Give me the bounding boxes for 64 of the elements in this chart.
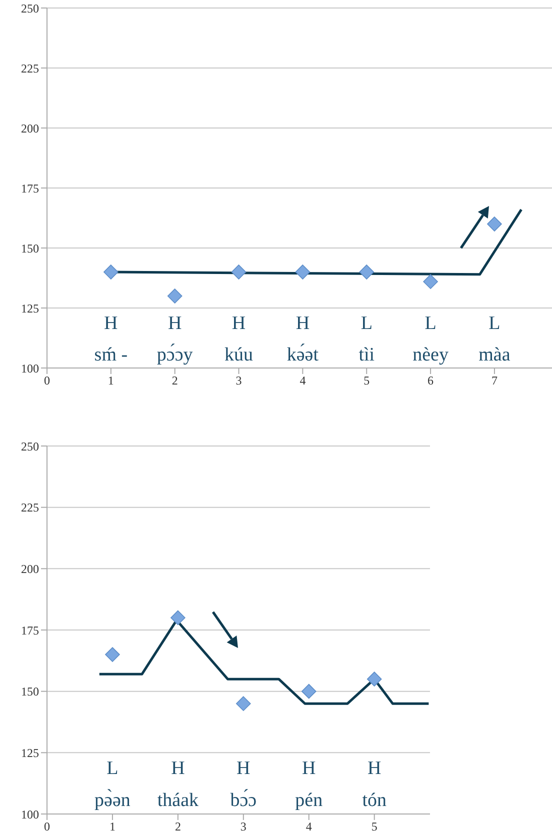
annotation: nèey [412,344,449,366]
y-tick-label: 125 [21,746,39,760]
x-tick-label: 6 [428,374,434,388]
annotation: pə̀ən [94,789,131,812]
x-tick-label: 4 [300,374,306,388]
annotation: sḿ - [94,344,128,366]
point [487,216,502,232]
point [231,264,246,280]
annotation: bɔ́ɔ [230,789,257,812]
annotation: pɔ́ɔy [156,343,194,366]
y-tick-label: 175 [21,623,39,638]
x-tick-label: 5 [371,820,378,834]
x-tick-label: 5 [364,374,370,388]
annotation: H [104,313,118,334]
annotation: kúu [224,344,254,366]
y-tick-label: 200 [21,562,39,576]
annotation: H [236,758,251,780]
x-tick-label: 3 [240,820,246,834]
x-tick-label: 0 [44,820,50,834]
annotation: tìi [358,344,375,366]
annotation: tháak [157,790,200,812]
y-tick-label: 100 [21,807,39,822]
x-tick-label: 7 [491,374,498,388]
annotation: H [232,313,246,334]
annotation: màa [478,344,511,366]
point [366,672,382,686]
y-tick-label: 250 [21,1,39,16]
x-tick-label: 2 [172,374,178,388]
point [167,288,182,304]
annotation: H [367,758,382,780]
x-tick-label: 3 [236,374,242,388]
annotation: H [302,758,316,780]
point [359,264,374,280]
x-tick-label: 1 [108,374,114,388]
annotation: kə́ət [286,343,320,366]
annotation: H [296,313,310,334]
y-tick-label: 100 [21,361,39,376]
annotation: H [171,758,186,780]
y-tick-label: 125 [21,301,39,316]
x-tick-label: 1 [109,820,116,834]
y-tick-label: 175 [21,181,39,196]
y-tick-label: 200 [21,121,39,136]
annotation: L [360,313,372,334]
point [301,684,316,699]
y-tick-label: 150 [21,684,39,699]
x-tick-label: 0 [44,374,50,388]
x-tick-label: 4 [306,820,312,834]
point [104,264,118,280]
y-tick-label: 225 [21,500,39,515]
annotation: tón [362,790,387,812]
annotation: L [106,758,118,780]
y-tick-label: 225 [21,61,39,76]
annotation: pén [295,790,324,812]
annotation: H [168,313,182,334]
annotation: L [424,313,436,334]
point [295,264,310,280]
y-tick-label: 150 [21,241,39,256]
y-tick-label: 250 [21,439,39,454]
point [170,610,186,626]
x-tick-label: 2 [174,820,181,834]
point [423,274,438,289]
annotation: L [488,313,500,334]
point [105,647,120,662]
point [236,696,251,711]
